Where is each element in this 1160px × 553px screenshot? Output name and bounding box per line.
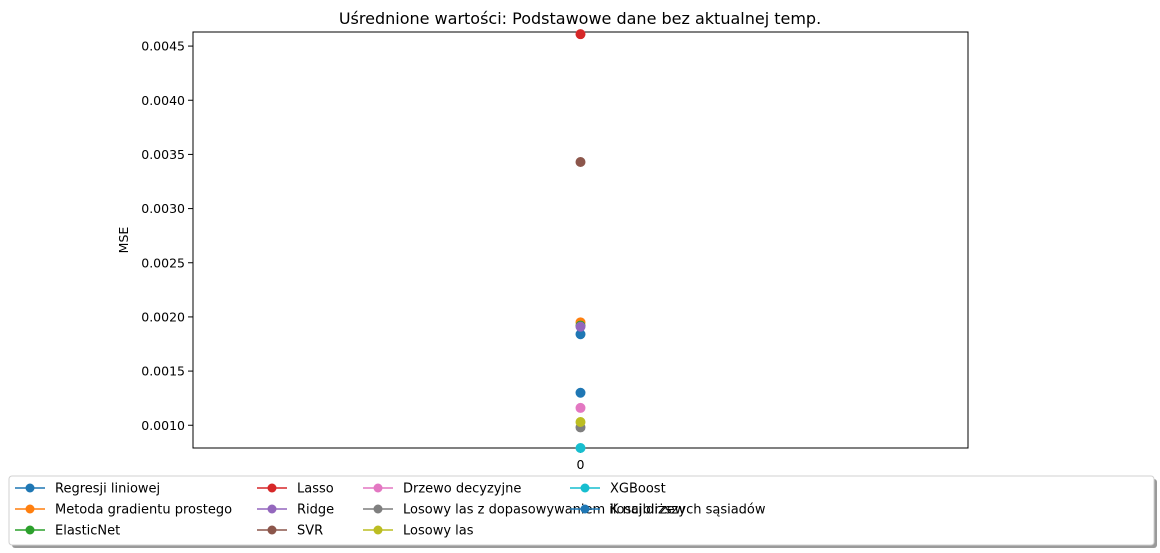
y-tick-label: 0.0035 — [141, 147, 185, 162]
legend-label: Ridge — [297, 503, 334, 518]
y-tick-label: 0.0030 — [141, 201, 185, 216]
data-point — [575, 417, 586, 427]
y-tick-label: 0.0025 — [141, 255, 185, 270]
legend-label: Losowy las — [403, 524, 474, 539]
legend-label: ElasticNet — [55, 524, 120, 539]
legend-label: Metoda gradientu prostego — [55, 503, 232, 518]
legend-item: Lasso — [257, 482, 334, 497]
legend-item: XGBoost — [570, 482, 666, 497]
legend-label: Regresji liniowej — [55, 482, 160, 497]
plot-area — [192, 31, 969, 449]
data-point — [575, 387, 586, 398]
legend-label: Lasso — [297, 482, 334, 497]
legend-marker — [25, 504, 35, 514]
data-point — [575, 329, 586, 340]
y-tick-label: 0.0015 — [141, 364, 185, 379]
data-point — [575, 402, 586, 413]
legend-item: Losowy las z dopasowywaniem ilosci drzew — [363, 503, 686, 518]
x-tick-label: 0 — [577, 457, 585, 472]
y-tick-label: 0.0045 — [141, 39, 185, 54]
legend-item: Metoda gradientu prostego — [15, 503, 232, 518]
y-axis-label: MSE — [116, 227, 131, 254]
y-tick-label: 0.0020 — [141, 309, 185, 324]
legend-marker — [580, 504, 590, 514]
legend-item: Ridge — [257, 503, 334, 518]
legend-item: Losowy las — [363, 524, 474, 539]
data-point — [575, 29, 586, 40]
legend-label: XGBoost — [610, 482, 666, 497]
data-point — [575, 321, 586, 332]
legend-marker — [373, 483, 383, 493]
legend-marker — [25, 525, 35, 535]
y-tick-label: 0.0010 — [141, 418, 185, 433]
legend-label: SVR — [297, 524, 323, 539]
data-point — [575, 157, 586, 167]
y-tick-label: 0.0040 — [141, 93, 185, 108]
data-point — [575, 443, 586, 453]
legend-marker — [373, 525, 383, 535]
legend-label: Drzewo decyzyjne — [403, 482, 521, 497]
y-axis: 0.0010 0.0015 0.0020 0.0025 0.0030 0.0035 0.00… — [141, 39, 193, 433]
legend-item: SVR — [257, 524, 323, 539]
legend-marker — [267, 525, 277, 535]
legend-marker — [25, 483, 35, 493]
legend-item: ElasticNet — [15, 524, 120, 539]
legend-marker — [580, 483, 590, 493]
legend-item: Drzewo decyzyjne — [363, 482, 521, 497]
chart-title: Uśrednione wartości: Podstawowe dane bez… — [339, 9, 821, 28]
legend-marker — [373, 504, 383, 514]
legend-item: Regresji liniowej — [15, 482, 160, 497]
legend-marker — [267, 483, 277, 493]
legend-label: Losowy las z dopasowywaniem ilosci drzew — [403, 503, 686, 518]
data-points — [575, 29, 586, 453]
legend-label: K najbliższych sąsiadów — [610, 503, 766, 518]
legend-item: K najbliższych sąsiadów — [570, 503, 766, 518]
legend: Regresji liniowej Metoda gradientu proste… — [8, 475, 1157, 548]
legend-marker — [267, 504, 277, 514]
